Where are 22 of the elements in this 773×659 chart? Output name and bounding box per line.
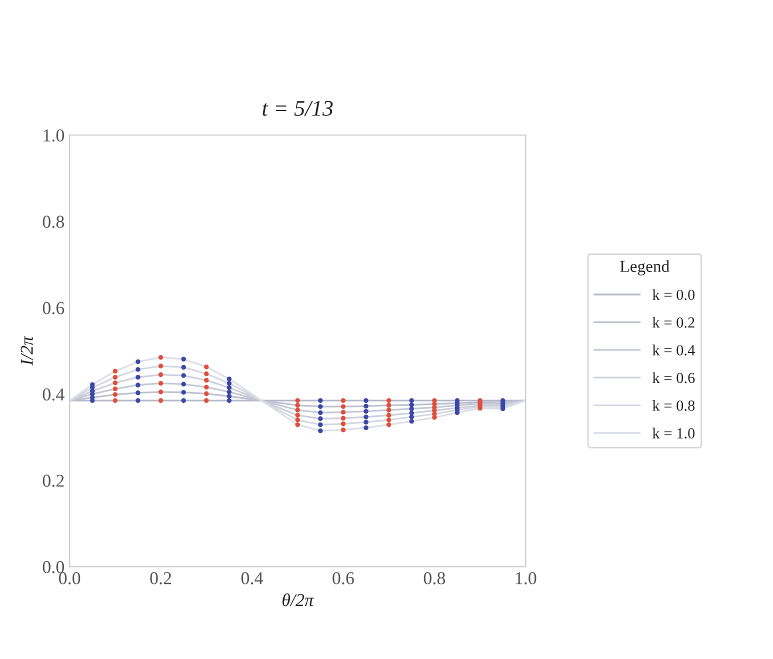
x-tick-label: 0.4 (241, 572, 263, 584)
legend-label: k = 0.2 (652, 316, 694, 328)
legend-title: Legend (620, 260, 670, 276)
y-tick-label: 0.0 (42, 560, 64, 574)
legend-label: k = 0.6 (652, 372, 695, 384)
y-tick-label: 0.4 (42, 388, 64, 401)
x-tick-label: 0.2 (150, 572, 172, 584)
y-tick-label: 0.8 (42, 216, 64, 228)
x-tick-label: 0.8 (424, 572, 446, 584)
legend-label: k = 0.0 (652, 289, 695, 300)
legend-label: k = 0.8 (652, 400, 695, 411)
y-tick-label: 0.2 (42, 474, 64, 487)
y-tick-label: 0.6 (42, 302, 64, 314)
x-tick-label: 0.6 (332, 572, 354, 584)
x-tick-label: 0.0 (58, 572, 80, 584)
x-tick-label: 1.0 (516, 572, 536, 584)
x-axis-title: θ/2π (282, 593, 314, 606)
legend-label: k = 1.0 (652, 428, 695, 439)
chart-title: t = 5/13 (262, 100, 333, 116)
y-axis-title: I/2π (20, 336, 33, 366)
y-tick-label: 1.0 (44, 129, 64, 142)
legend-label: k = 0.4 (652, 344, 695, 356)
